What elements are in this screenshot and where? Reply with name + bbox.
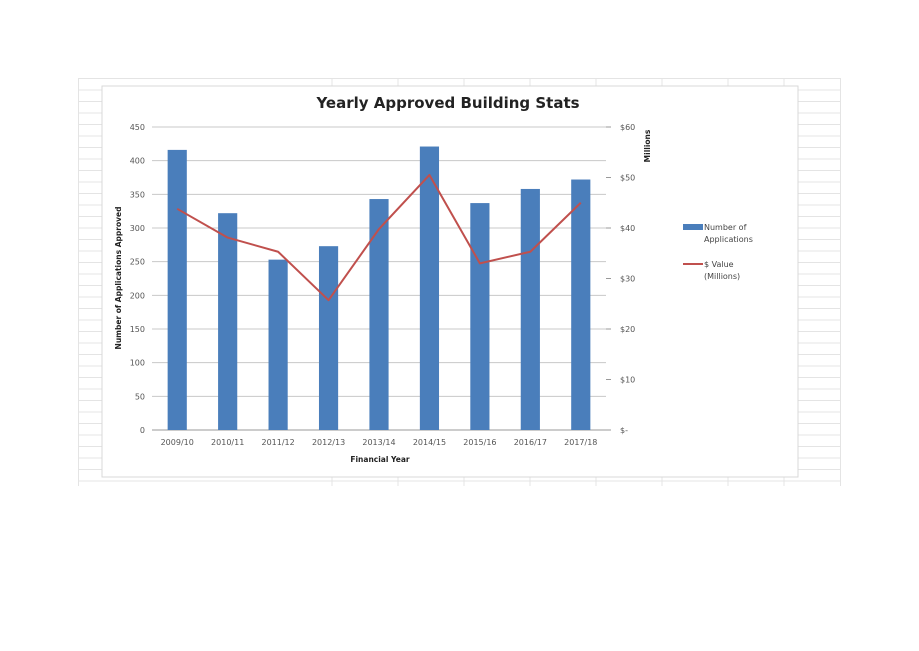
legend-label: Applications: [704, 235, 753, 244]
x-axis-ticks: 2009/10 2010/11 2011/12 2012/13 2013/14 2014/…: [161, 438, 598, 447]
y-axis-title: Number of Applications Approved: [114, 207, 123, 350]
x-tick-label: 2010/11: [211, 438, 244, 447]
y-tick-label: 100: [130, 359, 145, 368]
x-tick-label: 2017/18: [564, 438, 597, 447]
bar: [571, 179, 591, 430]
legend-label: (Millions): [704, 272, 740, 281]
y-tick-label: 350: [130, 190, 145, 199]
bar: [268, 259, 288, 430]
y2-tick-label: $60: [620, 123, 635, 132]
legend: Number of Applications $ Value (Millions): [683, 223, 753, 281]
legend-swatch-bar: [683, 224, 703, 230]
bar: [369, 199, 389, 430]
x-tick-label: 2009/10: [161, 438, 194, 447]
y2-tick-label: $30: [620, 275, 635, 284]
x-tick-label: 2016/17: [514, 438, 547, 447]
y2-tick-label: $20: [620, 325, 635, 334]
bar: [470, 203, 490, 430]
bar: [218, 213, 238, 430]
bar: [520, 188, 540, 430]
y-axis-right-ticks: $- $10 $20 $30 $40 $50 $60: [606, 123, 635, 435]
y-axis-left-ticks: 0 50 100 150 200 250 300 350 400 450: [130, 123, 145, 435]
y2-axis-title: Millions: [643, 129, 652, 162]
bar: [318, 246, 339, 430]
legend-label: $ Value: [704, 260, 734, 269]
y2-tick-label: $-: [620, 426, 628, 435]
line-series: [176, 173, 582, 302]
y-tick-label: 250: [130, 258, 145, 267]
x-tick-label: 2011/12: [261, 438, 294, 447]
y2-tick-label: $10: [620, 376, 635, 385]
y-tick-label: 150: [130, 325, 145, 334]
chart-title: Yearly Approved Building Stats: [315, 94, 579, 112]
bar-series: [167, 146, 591, 431]
y2-tick-label: $40: [620, 224, 635, 233]
x-tick-label: 2013/14: [362, 438, 395, 447]
y-tick-label: 50: [135, 392, 145, 401]
x-tick-label: 2014/15: [413, 438, 446, 447]
x-tick-label: 2012/13: [312, 438, 345, 447]
x-tick-label: 2015/16: [463, 438, 496, 447]
legend-label: Number of: [704, 223, 747, 232]
bar: [167, 149, 187, 431]
y2-tick-label: $50: [620, 174, 635, 183]
y-tick-label: 200: [130, 291, 145, 300]
x-axis-title: Financial Year: [350, 455, 410, 464]
y-tick-label: 450: [130, 123, 145, 132]
y-tick-label: 400: [130, 157, 145, 166]
y-tick-label: 0: [140, 426, 145, 435]
y-tick-label: 300: [130, 224, 145, 233]
bar: [419, 146, 440, 430]
chart-area: [101, 85, 799, 478]
